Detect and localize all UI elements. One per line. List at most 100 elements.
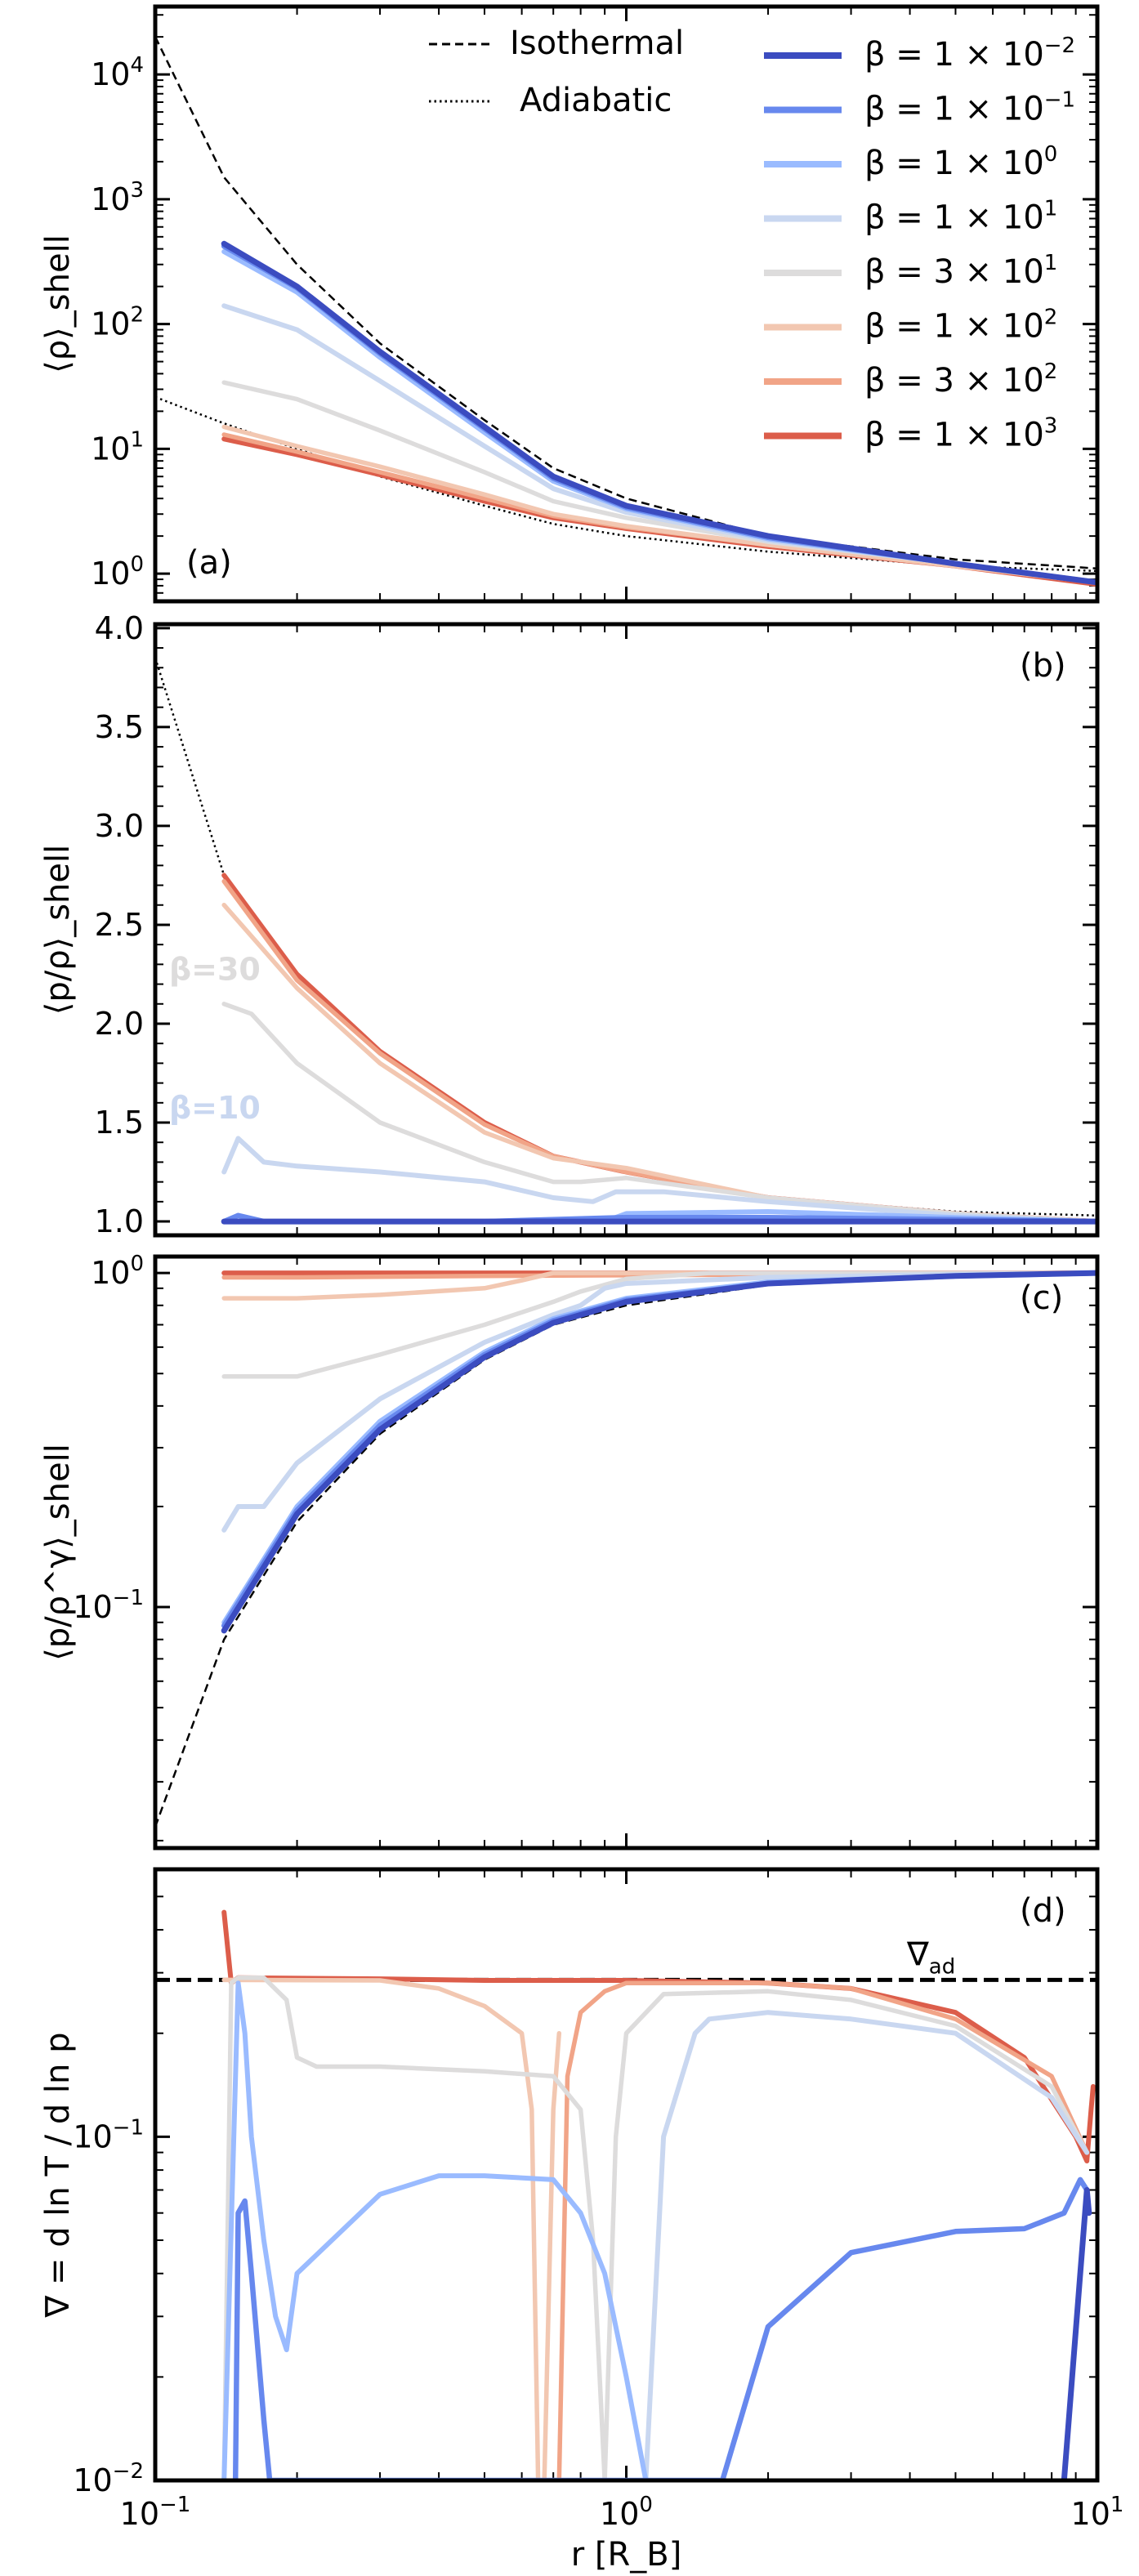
y-axis-label: ⟨p/ρ⟩_shell (39, 845, 77, 1016)
y-tick-base: 10 (91, 56, 130, 92)
legend-label-exponent: 1 (1044, 251, 1058, 275)
curves (155, 657, 1097, 1225)
legend-label-exponent: −1 (1044, 88, 1075, 113)
y-tick-base: 10 (91, 556, 130, 592)
y-tick-label: 2.5 (95, 907, 144, 943)
panel-label: (d) (1020, 1892, 1066, 1930)
y-tick-exponent: −2 (113, 2459, 144, 2484)
y-tick-label: 3.0 (95, 808, 144, 844)
legend-label-text: β = 3 × 10 (864, 362, 1044, 400)
legend-label: β = 1 × 10−2 (864, 33, 1075, 74)
panel-b: 1.0 1.5 2.0 2.5 3.0 3.5 4.0 ⟨p/ρ⟩_shell β=30 β=10… (39, 610, 1100, 1239)
y-tick-label: 10−2 (73, 2459, 144, 2498)
y-tick-label: 100 (91, 552, 144, 592)
x-tick-label: 100 (600, 2493, 653, 2532)
y-tick-label: 1.5 (95, 1105, 144, 1141)
legend-label: β = 1 × 101 (864, 197, 1057, 237)
y-tick-label: 102 (91, 303, 144, 342)
curves (155, 1909, 1097, 2480)
y-tick-exponent: 3 (130, 178, 144, 203)
y-tick-label: 10−1 (73, 1586, 144, 1625)
y-tick-base: 10 (73, 2462, 112, 2498)
nabla-subscript: ad (929, 1954, 955, 1979)
isothermal-line (155, 1273, 1097, 1828)
y-tick-exponent: 0 (130, 1252, 144, 1276)
legend-label: β = 1 × 100 (864, 142, 1057, 182)
y-tick-exponent: 2 (130, 303, 144, 328)
y-tick-label: 1.0 (95, 1203, 144, 1239)
legend-label: β = 3 × 102 (864, 359, 1057, 400)
legend-label-text: β = 1 × 10 (864, 36, 1044, 74)
y-tick-label: 10−1 (73, 2115, 144, 2154)
y-tick-exponent: 1 (130, 427, 144, 452)
x-tick-label: 10−1 (120, 2493, 191, 2532)
legend-label: β = 1 × 103 (864, 414, 1057, 454)
panel-label: (c) (1020, 1279, 1063, 1317)
series-line-b3e1 (221, 1002, 1097, 1224)
plot-frame (153, 622, 1100, 1238)
y-tick-exponent: −1 (113, 2115, 144, 2140)
y-tick-base: 10 (91, 306, 130, 342)
series-line-b3e1 (221, 1976, 1089, 2480)
x-tick-exponent: −1 (159, 2493, 190, 2517)
y-tick-base: 10 (73, 2118, 112, 2154)
legend-label-text: β = 1 × 10 (864, 145, 1044, 182)
y-tick-base: 10 (91, 1255, 130, 1291)
y-tick-label: 100 (91, 1252, 144, 1291)
y-tick-exponent: −1 (113, 1586, 144, 1610)
legend-label-exponent: 0 (1044, 142, 1058, 167)
plot-frame (153, 1254, 1100, 1851)
legend-label-exponent: 2 (1044, 306, 1058, 330)
legend-label: Adiabatic (520, 82, 672, 119)
y-tick-base: 10 (73, 1589, 112, 1625)
legend-label-text: β = 1 × 10 (864, 91, 1044, 128)
panel-label: (b) (1020, 647, 1066, 685)
series-line-b1e0 (221, 1980, 649, 2480)
nabla-ad-label: ∇ad (906, 1935, 955, 1979)
series-line-b1e-2 (221, 1270, 1097, 1634)
y-tick-label: 104 (91, 53, 144, 92)
y-tick-label: 3.5 (95, 709, 144, 745)
series-line-b1e-1 (221, 1270, 1097, 1629)
series-line-b3e1 (221, 1270, 1097, 1379)
legend-label-text: β = 1 × 10 (864, 308, 1044, 346)
plot-frame (153, 4, 1100, 604)
y-tick-label: 101 (91, 427, 144, 467)
x-tick-base: 10 (120, 2496, 159, 2532)
series-line-b1e1 (221, 1270, 1097, 1533)
series-line-b1e2 (221, 1270, 1097, 1301)
legend-label-text: β = 1 × 10 (864, 417, 1044, 454)
legend-label: β = 1 × 102 (864, 306, 1057, 346)
y-tick-exponent: 0 (130, 552, 144, 577)
legend-label-exponent: 1 (1044, 197, 1058, 221)
legend-label-exponent: 2 (1044, 359, 1058, 384)
x-tick-label: 101 (1071, 2493, 1124, 2532)
y-axis-label: ∇ = d ln T / d ln p (39, 2032, 77, 2318)
series-line-b1e1 (643, 2010, 1090, 2480)
series-line-b1e-1 (232, 2176, 1090, 2480)
y-tick-label: 2.0 (95, 1006, 144, 1042)
y-tick-exponent: 4 (130, 53, 144, 78)
beta-annotation: β=30 (169, 952, 261, 988)
legend-label: β = 3 × 101 (864, 251, 1057, 291)
y-axis-label: ⟨ρ⟩_shell (39, 234, 77, 373)
plot-frame (153, 1867, 1100, 2483)
x-axis-label: r [R_B] (571, 2536, 682, 2574)
panel-label: (a) (186, 544, 232, 582)
series-line-b1e-2 (221, 240, 1097, 586)
panel-d: 10−210−1∇ = d ln T / d ln p∇ad(d) (39, 1867, 1100, 2498)
x-tick-exponent: 0 (639, 2493, 653, 2517)
legend-label: β = 1 × 10−1 (864, 88, 1075, 128)
legend-label-exponent: −2 (1044, 33, 1075, 58)
series-line-b1e2 (221, 1977, 562, 2480)
series-line-b1e2 (221, 424, 1097, 585)
curves (155, 1270, 1097, 1828)
legend-label-text: β = 1 × 10 (864, 199, 1044, 237)
legend-label-exponent: 3 (1044, 414, 1058, 439)
